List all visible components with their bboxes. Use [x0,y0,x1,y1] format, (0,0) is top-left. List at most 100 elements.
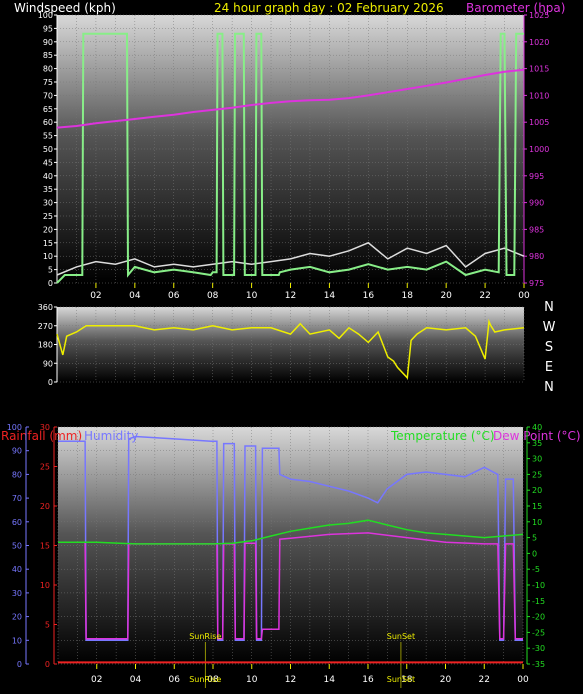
baro-y-axis-label: 995 [529,172,544,181]
sunset-label: SunSet [387,632,415,641]
wind-y-axis-label: 40 [43,172,53,181]
humidity-y-axis-label: 10 [12,636,22,645]
x-tick-label-1: 20 [440,291,452,301]
baro-y-axis-label: 1020 [529,38,549,47]
wind-y-axis-label: 5 [48,266,53,275]
dir-y-axis-label: 360 [38,303,53,312]
x-tick-label-1: 06 [168,291,180,301]
x-tick-label-1: 22 [479,291,490,301]
compass-label: N [544,300,554,315]
sunset-label-bottom: SunSet [387,675,415,684]
temperature-y-axis-label: -30 [532,644,545,653]
windspeed-title: Windspeed (kph) [14,1,116,15]
dir-y-axis-label: 90 [43,359,53,368]
compass-label: E [545,360,553,375]
wind-y-axis-label: 85 [43,51,53,60]
temperature-y-axis-label: 10 [532,518,542,527]
sunrise-label: SunRise [189,632,221,641]
rainfall-y-axis-label: 30 [40,423,50,432]
windspeed-series [56,32,524,284]
wind-y-axis-label: 65 [43,105,53,114]
wind-y-axis-label: 30 [43,199,53,208]
x-tick-label-1: 00 [518,291,530,301]
dewpoint-title: Dew Point (°C) [493,429,581,443]
temperature-y-axis-label: 25 [532,470,542,479]
temperature-title: Temperature (°C) [390,429,495,443]
compass-label: W [543,320,556,335]
temperature-y-axis-label: 40 [532,423,542,432]
baro-y-axis-label: 990 [529,199,544,208]
humidity-y-axis-label: 40 [12,565,22,574]
wind-y-axis-label: 70 [43,91,53,100]
graph-title: 24 hour graph day : 02 February 2026 [214,1,444,15]
temperature-y-axis-label: 30 [532,455,542,464]
humidity-title: Humidity [84,429,138,443]
baro-y-axis-label: 1010 [529,91,549,100]
wind-y-axis-label: 60 [43,118,53,127]
x-tick-label-3: 10 [246,675,258,685]
humidity-y-axis-label: 30 [12,589,22,598]
wind-y-axis-label: 45 [43,158,53,167]
humidity-y-axis-label: 60 [12,518,22,527]
x-tick-label-3: 22 [479,675,490,685]
wind-y-axis-label: 20 [43,225,53,234]
temperature-y-axis-label: -25 [532,628,545,637]
x-tick-label-3: 02 [91,675,102,685]
x-tick-label-1: 14 [324,291,336,301]
x-tick-label-3: 04 [130,675,142,685]
x-tick-label-3: 14 [324,675,336,685]
humidity-y-axis-label: 90 [12,447,22,456]
wind-plot-area [57,15,524,283]
wind-direction-series [56,318,525,380]
baro-y-axis-label: 1005 [529,118,549,127]
wind-y-axis-label: 95 [43,24,53,33]
wind-y-axis-label: 100 [38,11,53,20]
humidity-series [58,435,523,642]
x-tick-label-1: 08 [207,291,219,301]
dir-y-axis-label: 270 [38,322,53,331]
barometer-series [56,68,525,129]
humidity-y-axis-label: 100 [7,423,22,432]
humidity-y-axis-label: 0 [17,660,22,669]
rainfall-y-axis-label: 10 [40,581,50,590]
x-tick-label-3: 08 [207,675,219,685]
temperature-series [58,519,524,545]
temperature-y-axis-label: 20 [532,486,542,495]
sunrise-label-bottom: SunRise [189,675,221,684]
x-tick-label-1: 12 [285,291,296,301]
rainfall-y-axis-label: 25 [40,463,50,472]
humidity-y-axis-label: 50 [12,542,22,551]
baro-y-axis-label: 985 [529,225,544,234]
x-tick-label-3: 16 [362,675,374,685]
humidity-y-axis-label: 80 [12,470,22,479]
compass-label: N [544,380,554,395]
wind-y-axis-label: 15 [43,239,53,248]
temperature-y-axis-label: 15 [532,502,542,511]
wind-y-axis-label: 90 [43,38,53,47]
gust-series [56,241,525,276]
temperature-y-axis-label: -10 [532,581,545,590]
x-tick-label-1: 18 [402,291,414,301]
x-tick-label-1: 16 [363,291,375,301]
temperature-y-axis-label: -15 [532,597,545,606]
wind-y-axis-label: 55 [43,132,53,141]
x-tick-label-3: 00 [517,675,529,685]
wind-y-axis-label: 50 [43,145,53,154]
humidity-y-axis-label: 70 [12,494,22,503]
wind-y-axis-label: 35 [43,185,53,194]
wind-y-axis-label: 10 [43,252,53,261]
temperature-y-axis-label: 0 [532,549,537,558]
x-tick-label-3: 12 [285,675,296,685]
dir-y-axis-label: 180 [38,341,53,350]
temperature-y-axis-label: 35 [532,439,542,448]
baro-y-axis-label: 980 [529,252,544,261]
x-tick-label-1: 10 [246,291,258,301]
compass-label: S [545,340,553,355]
humidity-y-axis-label: 20 [12,613,22,622]
x-tick-label-3: 20 [440,675,452,685]
temperature-y-axis-label: -5 [532,565,540,574]
wind-y-axis-label: 75 [43,78,53,87]
rainfall-y-axis-label: 0 [45,660,50,669]
x-tick-label-1: 04 [129,291,141,301]
